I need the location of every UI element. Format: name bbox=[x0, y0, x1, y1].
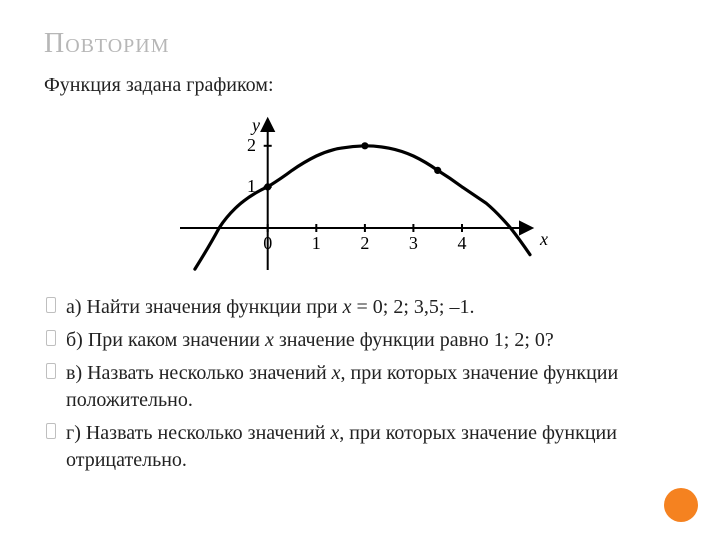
q-a-var: х bbox=[343, 296, 352, 318]
accent-dot-icon bbox=[664, 488, 698, 522]
page-title: Повторим bbox=[44, 28, 676, 60]
curve-markers bbox=[264, 142, 441, 190]
x-tick-0: 0 bbox=[263, 233, 272, 253]
q-a-suffix: = 0; 2; 3,5; –1. bbox=[352, 296, 475, 318]
q-b-var: х bbox=[265, 329, 274, 351]
question-v: в) Назвать несколько значений х, при кот… bbox=[46, 360, 676, 414]
x-tick-2: 2 bbox=[360, 233, 369, 253]
question-g: г) Назвать несколько значений х, при кот… bbox=[46, 420, 676, 474]
question-b: б) При каком значении х значение функции… bbox=[46, 327, 676, 354]
x-tick-4: 4 bbox=[458, 233, 467, 253]
q-v-var: х bbox=[332, 362, 341, 384]
question-list: а) Найти значения функции при х = 0; 2; … bbox=[46, 294, 676, 474]
chart-container: 0 1 2 3 4 1 2 x y bbox=[44, 105, 676, 280]
x-axis-label: x bbox=[539, 229, 548, 249]
x-tick-3: 3 bbox=[409, 233, 418, 253]
y-axis-label: y bbox=[250, 115, 260, 135]
bullet-icon bbox=[46, 363, 56, 379]
q-g-var: х bbox=[330, 422, 339, 444]
y-tick-2: 2 bbox=[247, 135, 256, 155]
q-b-suffix: значение функции равно 1; 2; 0? bbox=[274, 329, 554, 351]
bullet-icon bbox=[46, 330, 56, 346]
subtitle: Функция задана графиком: bbox=[44, 74, 676, 97]
q-a-prefix: а) Найти значения функции при bbox=[66, 296, 343, 318]
bullet-icon bbox=[46, 423, 56, 439]
q-v-prefix: в) Назвать несколько значений bbox=[66, 362, 332, 384]
q-g-prefix: г) Назвать несколько значений bbox=[66, 422, 330, 444]
bullet-icon bbox=[46, 297, 56, 313]
function-chart: 0 1 2 3 4 1 2 x y bbox=[170, 105, 550, 275]
x-tick-1: 1 bbox=[312, 233, 321, 253]
question-a: а) Найти значения функции при х = 0; 2; … bbox=[46, 294, 676, 321]
q-b-prefix: б) При каком значении bbox=[66, 329, 265, 351]
